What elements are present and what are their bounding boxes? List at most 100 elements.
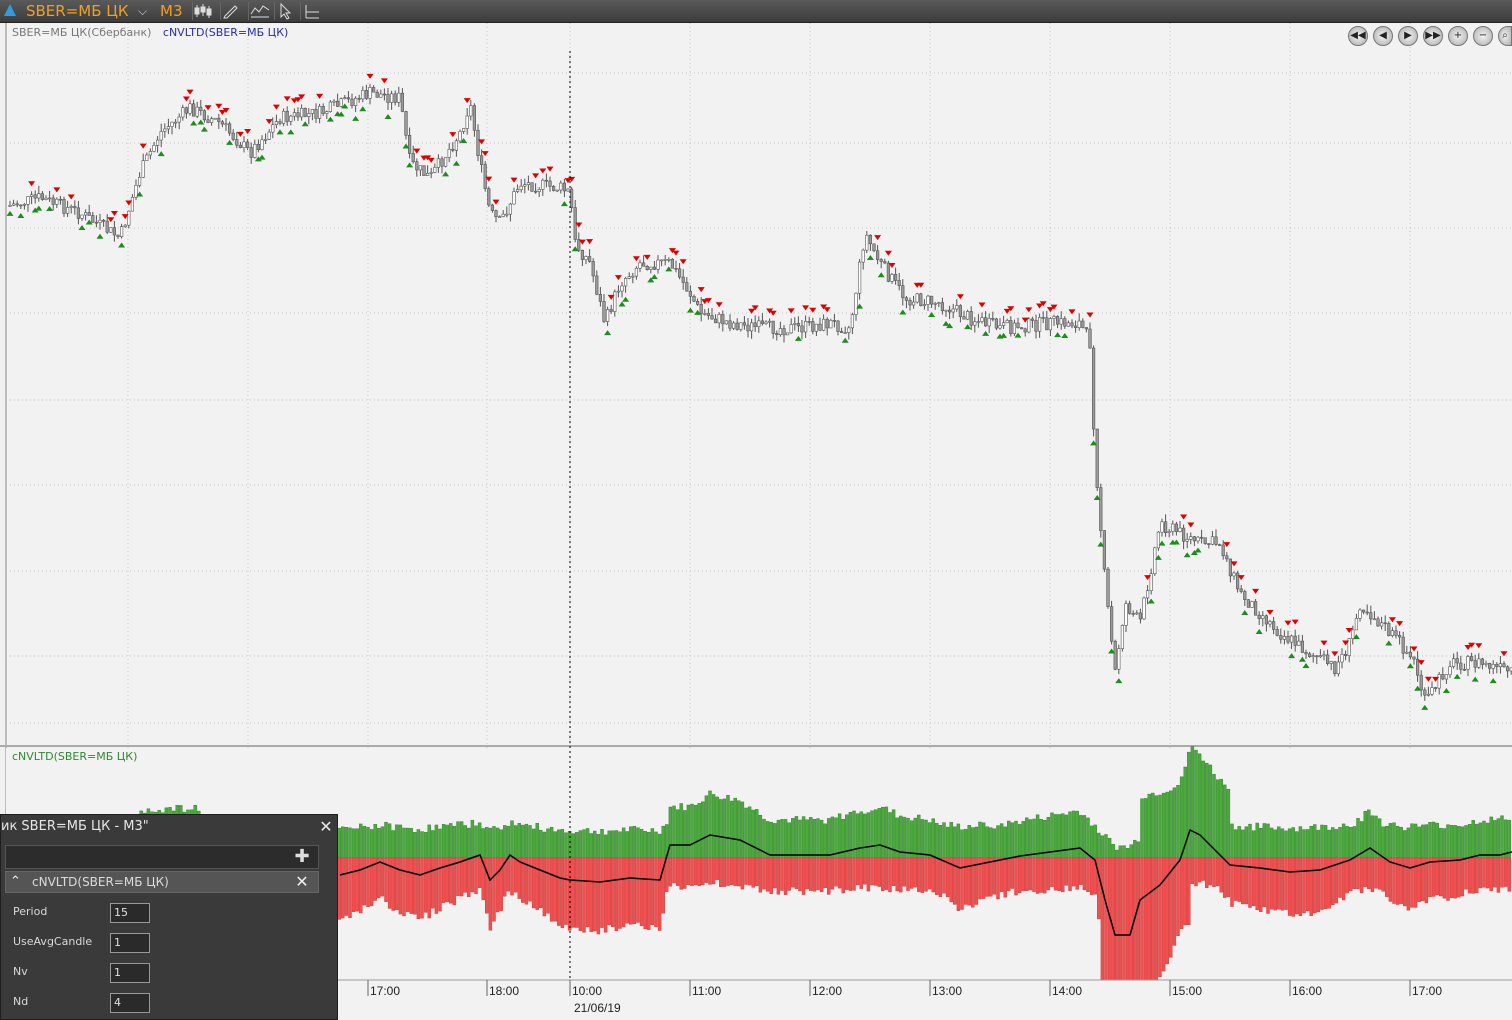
candle <box>415 161 419 171</box>
search-icon[interactable]: ⌕ <box>1498 26 1512 46</box>
candle <box>231 132 235 140</box>
positive-bar <box>441 824 446 859</box>
candle <box>764 321 768 324</box>
positive-bar <box>1003 826 1007 859</box>
sell-marker <box>1039 301 1047 307</box>
symbol-selector[interactable]: SBER=МБ ЦК <box>26 2 129 20</box>
back-icon[interactable]: ◀ <box>1373 26 1393 46</box>
positive-bar <box>747 806 752 859</box>
param-value-input[interactable]: 15 <box>110 903 150 923</box>
remove-indicator-icon[interactable]: ✕ <box>295 872 309 891</box>
candle <box>299 108 304 118</box>
candle <box>1063 318 1067 327</box>
collapse-icon[interactable]: ⌃ <box>10 874 21 889</box>
positive-bar <box>1485 822 1490 859</box>
instrument-triangle-icon[interactable] <box>4 4 16 16</box>
candle <box>530 182 534 192</box>
positive-bar <box>639 829 644 859</box>
positive-bar <box>1352 826 1357 859</box>
positive-bar <box>434 824 439 859</box>
buy-marker <box>287 129 295 135</box>
candle <box>465 115 469 129</box>
candle <box>487 188 491 206</box>
chevron-down-icon[interactable]: ⌵ <box>138 4 148 18</box>
indicator-icon[interactable] <box>248 2 270 20</box>
positive-bar <box>1125 848 1130 859</box>
negative-bar <box>845 857 849 890</box>
candle <box>951 308 955 313</box>
candle <box>1164 521 1168 533</box>
positive-bar <box>1194 749 1198 859</box>
forward-icon[interactable]: ▶ <box>1398 26 1418 46</box>
sell-marker <box>1180 514 1188 520</box>
candle <box>1455 658 1459 664</box>
candle <box>1016 322 1020 328</box>
negative-bar <box>1406 857 1411 911</box>
negative-bar <box>1475 857 1479 894</box>
sell-marker <box>978 302 986 308</box>
crosshair-icon[interactable] <box>300 2 321 20</box>
positive-bar <box>1179 776 1184 859</box>
fast-forward-icon[interactable]: ▶▶ <box>1423 26 1443 46</box>
positive-bar <box>1107 837 1112 859</box>
positive-bar <box>1212 774 1216 859</box>
buy-marker <box>6 210 14 216</box>
positive-bar <box>535 823 539 859</box>
cursor-icon[interactable] <box>274 2 295 20</box>
candle <box>246 141 250 148</box>
positive-bar <box>1406 827 1411 859</box>
candle <box>325 111 329 114</box>
negative-bar <box>366 857 370 907</box>
buy-marker <box>794 335 802 341</box>
negative-bar <box>1046 857 1051 891</box>
negative-bar <box>499 857 503 911</box>
candle <box>800 325 804 333</box>
close-icon[interactable]: ✕ <box>319 817 333 836</box>
positive-bar <box>387 823 392 859</box>
negative-bar <box>992 857 997 895</box>
negative-bar <box>456 857 460 896</box>
zoom-in-icon[interactable]: + <box>1448 26 1468 46</box>
indicator-legend[interactable]: cNVLTD(SBER=МБ ЦК) <box>162 26 289 39</box>
positive-bar <box>1323 825 1328 859</box>
candle <box>120 226 124 237</box>
param-value-input[interactable]: 4 <box>110 993 150 1013</box>
indicator-add-bar <box>5 845 319 869</box>
positive-bar <box>1417 826 1421 859</box>
time-label: 17:00 <box>1412 984 1442 998</box>
sell-marker <box>1500 651 1508 657</box>
candle <box>440 158 444 167</box>
positive-bar <box>884 806 889 859</box>
negative-bar <box>1179 857 1184 929</box>
positive-bar <box>1370 815 1375 859</box>
param-value-input[interactable]: 1 <box>110 963 150 983</box>
price-pane[interactable] <box>6 23 1512 745</box>
negative-bar <box>416 857 421 920</box>
positive-bar <box>369 829 374 859</box>
candle <box>1502 663 1506 668</box>
negative-bar <box>1493 857 1497 888</box>
negative-bar <box>1478 857 1483 889</box>
indicator-settings-panel: ик SBER=МБ ЦК - M3" ✕ ✚ ⌃ cNVLTD(SBER=МБ… <box>0 814 338 1020</box>
candle <box>1056 316 1060 325</box>
sell-marker <box>1424 676 1432 682</box>
buy-marker <box>946 323 954 329</box>
rewind-icon[interactable]: ◀◀ <box>1348 26 1368 46</box>
candle <box>1416 658 1420 676</box>
indicator-row[interactable]: ⌃ cNVLTD(SBER=МБ ЦК) ✕ <box>5 871 319 893</box>
negative-bar <box>391 857 395 911</box>
candle <box>350 98 354 106</box>
pencil-icon[interactable] <box>220 2 241 20</box>
add-icon[interactable]: ✚ <box>294 846 310 867</box>
candles-icon[interactable] <box>192 2 213 20</box>
zoom-out-icon[interactable]: − <box>1473 26 1493 46</box>
buy-marker <box>942 320 950 326</box>
timeframe-selector[interactable]: M3 <box>160 2 183 20</box>
negative-bar <box>1017 857 1022 894</box>
candle <box>47 197 52 200</box>
buy-marker <box>359 106 367 112</box>
negative-bar <box>1446 857 1450 901</box>
positive-bar <box>1215 779 1220 859</box>
param-value-input[interactable]: 1 <box>110 933 150 953</box>
positive-bar <box>956 823 961 859</box>
